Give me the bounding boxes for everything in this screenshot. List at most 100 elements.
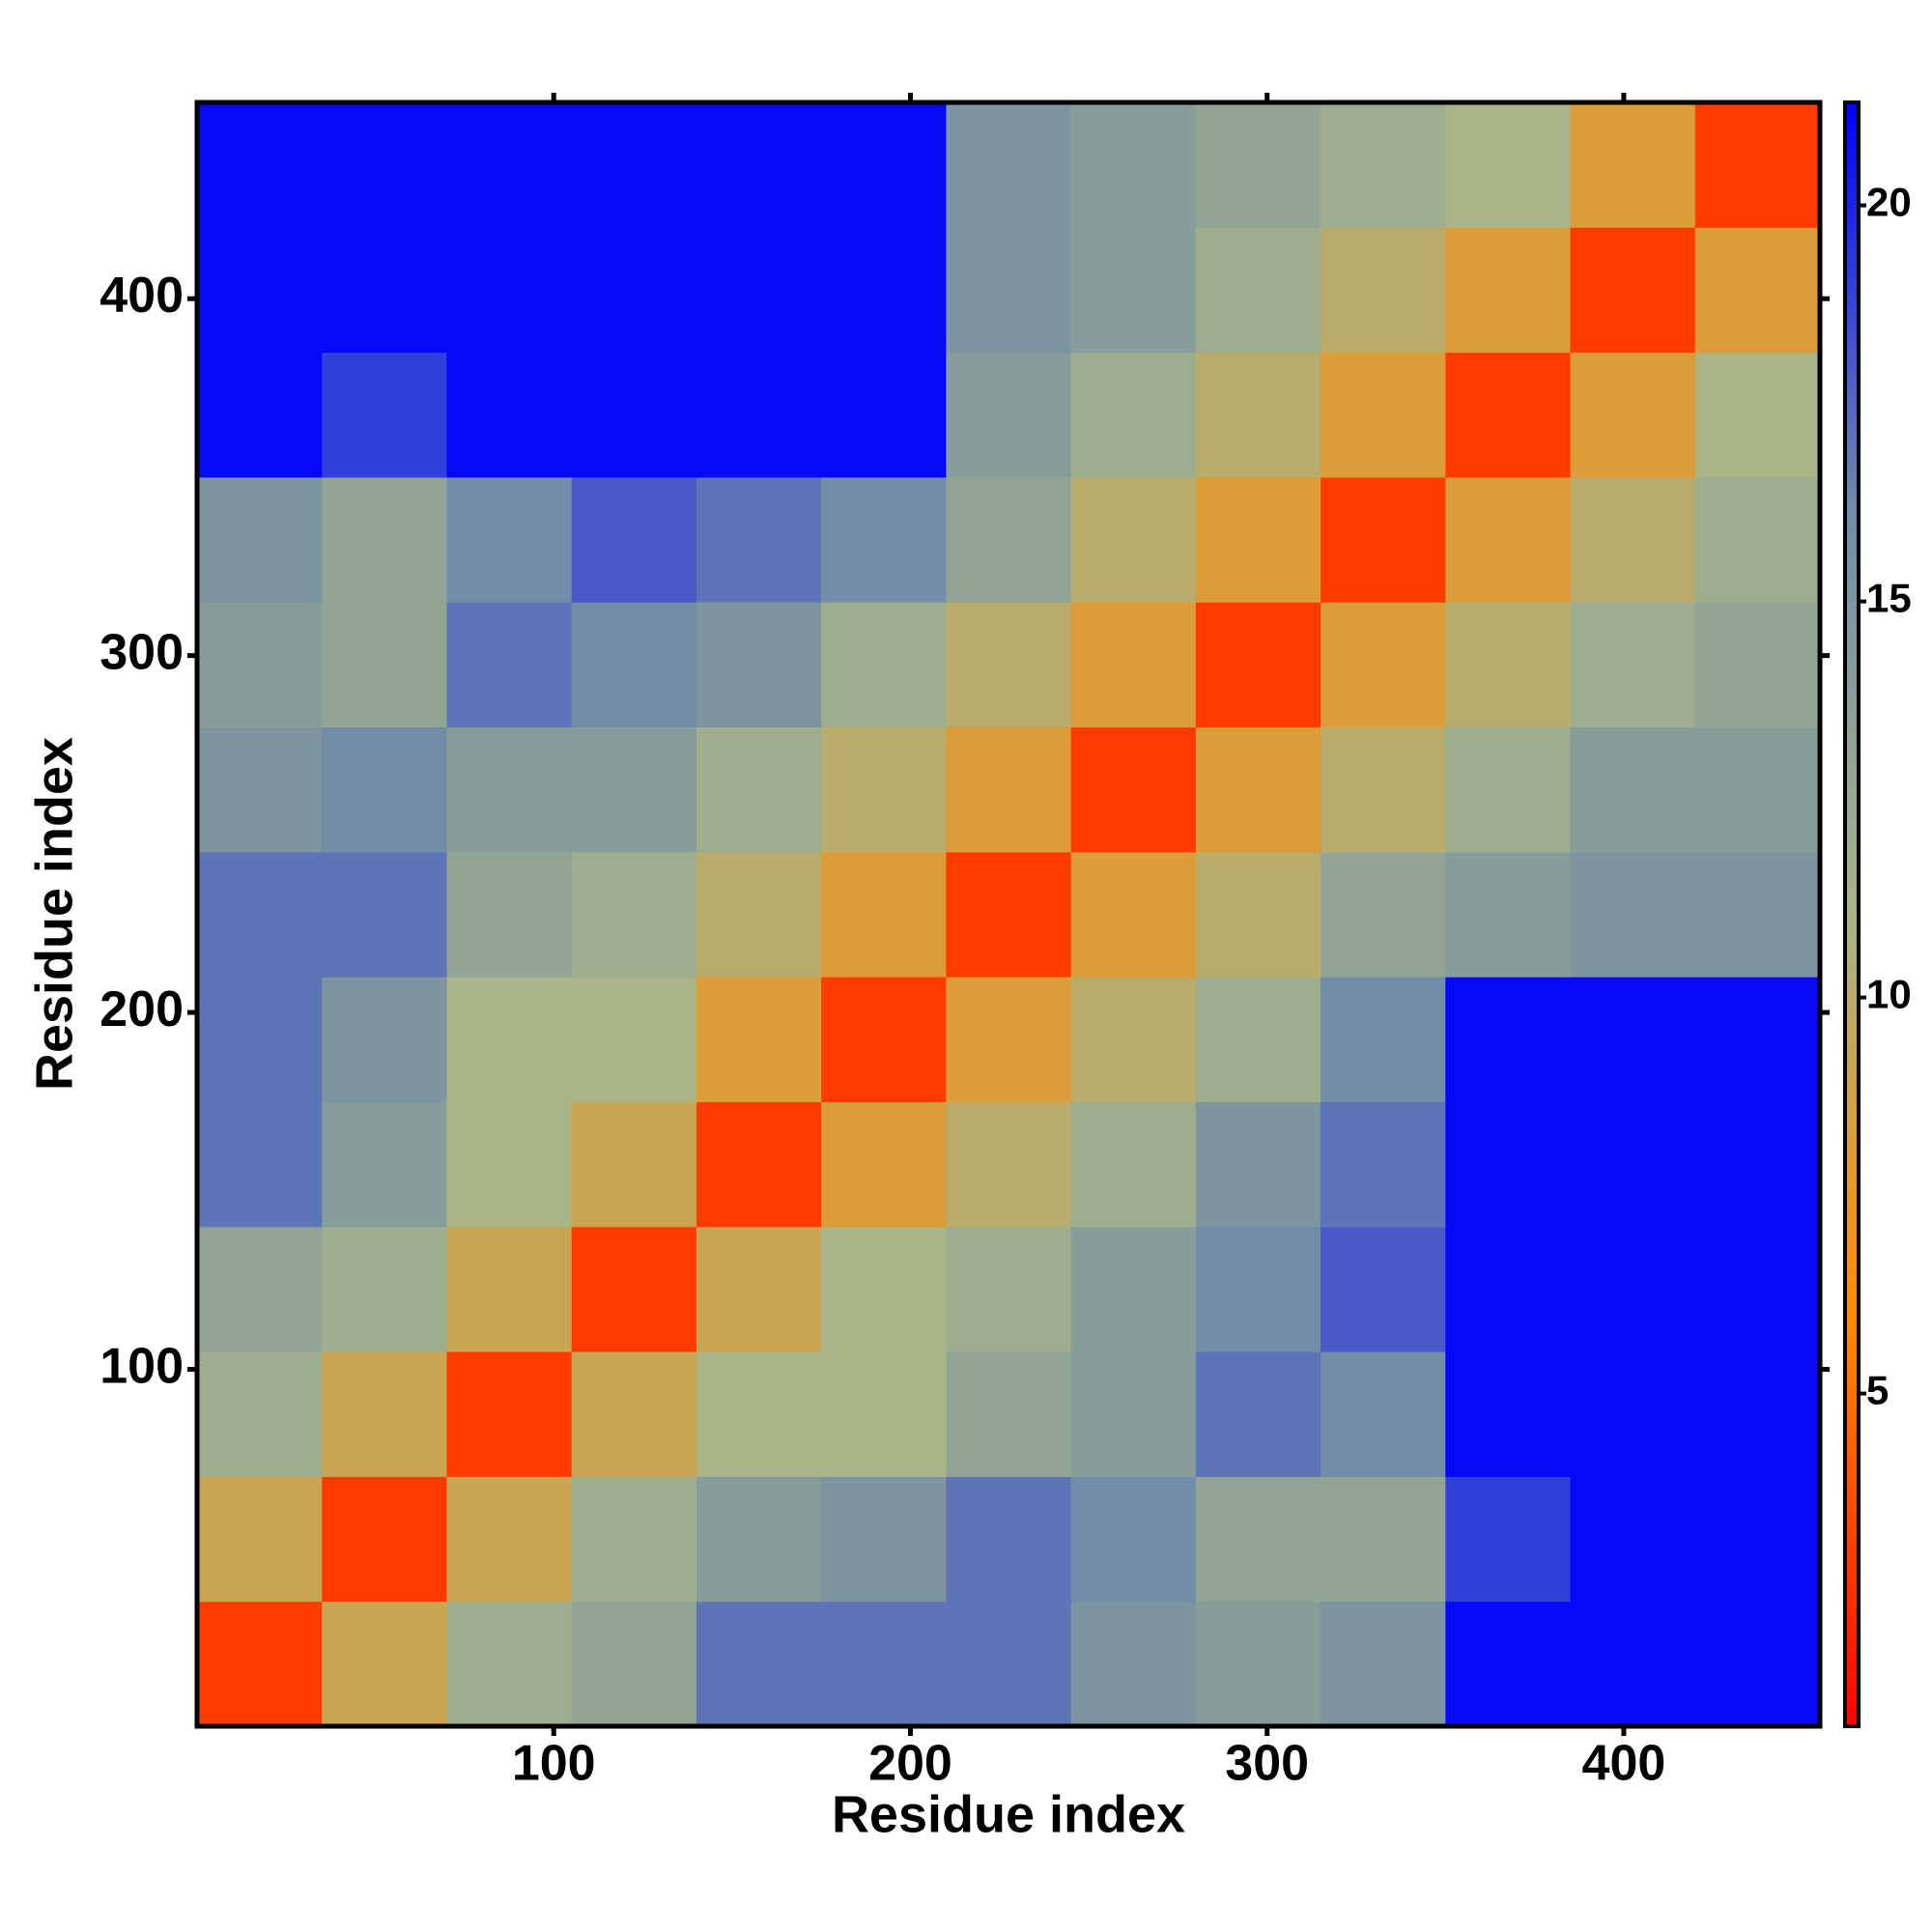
colorbar-tick-label: 20 xyxy=(1866,180,1912,225)
heatmap-cell xyxy=(322,102,447,228)
heatmap-cell xyxy=(1321,726,1446,853)
colorbar xyxy=(1843,100,1861,1728)
heatmap-cell xyxy=(1070,1101,1197,1228)
heatmap-cell xyxy=(1321,352,1446,478)
heatmap-cell xyxy=(1070,227,1197,354)
heatmap-cell xyxy=(446,476,573,603)
heatmap-cell xyxy=(571,851,697,978)
y-tick-label: 200 xyxy=(99,981,184,1037)
heatmap-cell xyxy=(197,977,323,1102)
heatmap-cell xyxy=(1570,1601,1696,1727)
heatmap-cell xyxy=(1070,1601,1197,1727)
x-tick-label: 200 xyxy=(868,1736,952,1792)
colorbar-tick-label: 10 xyxy=(1866,972,1912,1017)
heatmap-cell xyxy=(1070,602,1197,728)
heatmap-cell xyxy=(1321,977,1446,1102)
heatmap-cell xyxy=(446,1476,573,1603)
heatmap-cell xyxy=(1694,227,1821,354)
heatmap-cell xyxy=(1070,1351,1197,1477)
heatmap-cell xyxy=(946,602,1072,728)
heatmap-cell xyxy=(322,726,447,853)
heatmap-cell xyxy=(197,602,323,728)
heatmap-cell xyxy=(1570,102,1696,228)
heatmap-cell xyxy=(1445,851,1572,978)
heatmap-cell xyxy=(946,977,1072,1102)
heatmap-cell xyxy=(1445,1101,1572,1228)
heatmap-cell xyxy=(821,977,947,1102)
heatmap-cell xyxy=(821,352,947,478)
heatmap-cell xyxy=(1321,1226,1446,1352)
heatmap-cell xyxy=(696,1601,822,1727)
heatmap-cell xyxy=(446,602,573,728)
heatmap-cell xyxy=(1195,227,1321,354)
heatmap-cell xyxy=(197,1101,323,1228)
heatmap-cell xyxy=(1195,851,1321,978)
heatmap-cell xyxy=(1321,1476,1446,1603)
heatmap-cell xyxy=(322,1101,447,1228)
colorbar-tick-label: 5 xyxy=(1866,1368,1889,1413)
heatmap-cell xyxy=(821,1226,947,1352)
heatmap-cell xyxy=(446,227,573,354)
heatmap-cell xyxy=(1070,977,1197,1102)
heatmap-cell xyxy=(1570,726,1696,853)
heatmap-cell xyxy=(696,1226,822,1352)
heatmap-cell xyxy=(1445,352,1572,478)
heatmap-cell xyxy=(322,1476,447,1603)
heatmap-cell xyxy=(946,1101,1072,1228)
heatmap-cell xyxy=(446,1351,573,1477)
heatmap-cell xyxy=(821,851,947,978)
heatmap-cell xyxy=(1445,476,1572,603)
heatmap-cell xyxy=(446,1101,573,1228)
heatmap-cell xyxy=(1694,726,1821,853)
heatmap-cell xyxy=(571,1601,697,1727)
heatmap-cell xyxy=(197,1226,323,1352)
heatmap-cell xyxy=(197,102,323,228)
y-axis-title: Residue index xyxy=(25,737,83,1091)
heatmap-cell xyxy=(1570,602,1696,728)
heatmap-cell xyxy=(1070,726,1197,853)
y-tick-label: 100 xyxy=(99,1338,184,1394)
heatmap-cell xyxy=(1321,1601,1446,1727)
heatmap-cell xyxy=(1321,1101,1446,1228)
heatmap-cell xyxy=(322,1351,447,1477)
heatmap-cell xyxy=(1195,1476,1321,1603)
heatmap-cell xyxy=(1445,102,1572,228)
heatmap-cell xyxy=(1570,1351,1696,1477)
heatmap-cell xyxy=(571,1476,697,1603)
heatmap-cell xyxy=(946,1476,1072,1603)
heatmap-cell xyxy=(197,726,323,853)
heatmap-cell xyxy=(821,476,947,603)
heatmap-cell xyxy=(946,227,1072,354)
heatmap-cell xyxy=(322,476,447,603)
heatmap-cell xyxy=(821,1601,947,1727)
heatmap-cell xyxy=(197,851,323,978)
heatmap-cell xyxy=(1694,851,1821,978)
heatmap-cell xyxy=(696,102,822,228)
heatmap-cell xyxy=(571,476,697,603)
heatmap-cell xyxy=(696,1476,822,1603)
heatmap-cell xyxy=(1195,726,1321,853)
y-tick-label: 300 xyxy=(99,624,184,680)
heatmap-cell xyxy=(446,102,573,228)
heatmap-cell xyxy=(696,726,822,853)
heatmap-cell xyxy=(821,227,947,354)
heatmap-cell xyxy=(571,1101,697,1228)
heatmap-cell xyxy=(1694,102,1821,228)
heatmap-cell xyxy=(571,602,697,728)
heatmap-cell xyxy=(1694,977,1821,1102)
heatmap-cell xyxy=(1445,1351,1572,1477)
heatmap-cell xyxy=(322,227,447,354)
heatmap-cell xyxy=(821,102,947,228)
heatmap-cell xyxy=(1195,1601,1321,1727)
heatmap-cell xyxy=(946,1226,1072,1352)
heatmap-cell xyxy=(197,1601,323,1727)
heatmap-cell xyxy=(197,1476,323,1603)
heatmap-cell xyxy=(1694,1351,1821,1477)
heatmap-cell xyxy=(322,1226,447,1352)
heatmap-cell xyxy=(1570,977,1696,1102)
heatmap-cell xyxy=(1195,1351,1321,1477)
heatmap-cell xyxy=(1570,1101,1696,1228)
heatmap-cell xyxy=(1445,227,1572,354)
heatmap-cell xyxy=(696,977,822,1102)
heatmap-cell xyxy=(1321,227,1446,354)
